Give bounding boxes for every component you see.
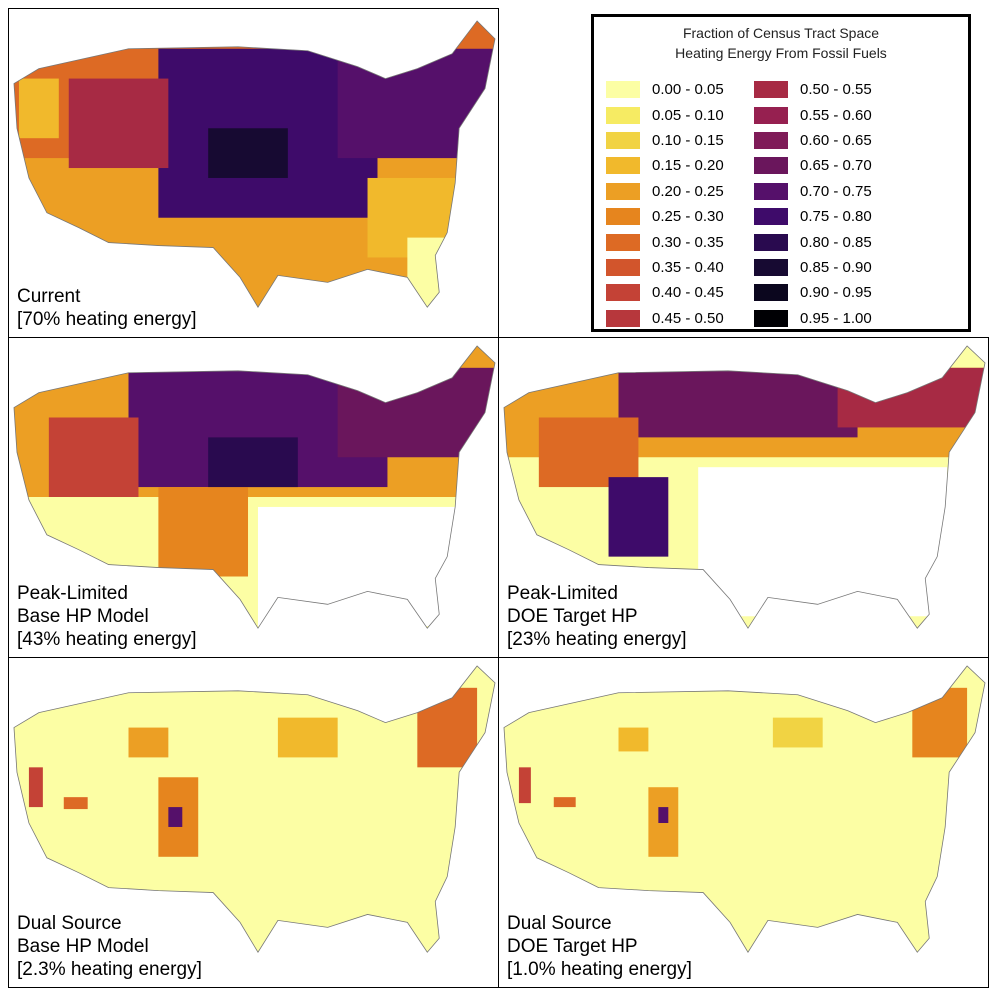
legend-item: 0.20 - 0.25: [606, 179, 724, 204]
caption-line-3: [43% heating energy]: [17, 629, 197, 650]
legend-label: 0.40 - 0.45: [652, 284, 724, 302]
legend-label: 0.95 - 1.00: [800, 309, 872, 327]
legend-label: 0.65 - 0.70: [800, 157, 872, 175]
caption-line-1: Current: [17, 286, 81, 307]
caption-line-2: Base HP Model: [17, 936, 149, 957]
caption-line-2: DOE Target HP: [507, 606, 638, 627]
map-panel-dual-source-base: Dual Source Base HP Model [2.3% heating …: [8, 657, 499, 988]
legend-swatch: [754, 284, 788, 302]
legend-title-line-1: Fraction of Census Tract Space: [682, 25, 880, 41]
caption-line-3: [23% heating energy]: [507, 629, 687, 650]
us-map-peak-limited-base: [13, 345, 496, 629]
caption-line-1: Dual Source: [17, 913, 122, 934]
legend-label: 0.10 - 0.15: [652, 131, 724, 149]
legend-item: 0.45 - 0.50: [606, 306, 724, 331]
legend-swatch: [606, 81, 640, 99]
legend-swatch: [606, 208, 640, 226]
legend-item: 0.00 - 0.05: [606, 77, 724, 102]
legend-item: 0.50 - 0.55: [754, 77, 872, 102]
legend-item: 0.55 - 0.60: [754, 102, 872, 127]
panel-caption-peak-limited-doe: Peak-Limited DOE Target HP [23% heating …: [507, 582, 687, 651]
legend-item: 0.40 - 0.45: [606, 280, 724, 305]
us-map-dual-source-base: [13, 665, 496, 953]
map-panel-dual-source-doe: Dual Source DOE Target HP [1.0% heating …: [498, 657, 989, 988]
caption-line-2: Base HP Model: [17, 606, 149, 627]
legend-swatch: [606, 309, 640, 327]
legend-item: 0.75 - 0.80: [754, 204, 872, 229]
caption-line-2: DOE Target HP: [507, 936, 638, 957]
legend-swatch: [754, 233, 788, 251]
map-panel-current: Current [70% heating energy]: [8, 8, 499, 338]
legend-label: 0.15 - 0.20: [652, 157, 724, 175]
caption-line-1: Peak-Limited: [17, 583, 128, 604]
legend-swatch: [754, 106, 788, 124]
legend-swatch: [606, 284, 640, 302]
legend-column-2: 0.50 - 0.55 0.55 - 0.60 0.60 - 0.65 0.65 - …: [754, 77, 872, 331]
panel-caption-peak-limited-base: Peak-Limited Base HP Model [43% heating …: [17, 582, 197, 651]
legend-label: 0.35 - 0.40: [652, 258, 724, 276]
legend-swatch: [754, 208, 788, 226]
legend-title: Fraction of Census Tract Space Heating E…: [594, 23, 968, 63]
legend-label: 0.80 - 0.85: [800, 233, 872, 251]
legend-label: 0.85 - 0.90: [800, 258, 872, 276]
legend-item: 0.35 - 0.40: [606, 255, 724, 280]
legend-label: 0.20 - 0.25: [652, 182, 724, 200]
legend-swatch: [606, 106, 640, 124]
legend-item: 0.25 - 0.30: [606, 204, 724, 229]
legend-item: 0.60 - 0.65: [754, 128, 872, 153]
legend-title-line-2: Heating Energy From Fossil Fuels: [675, 45, 887, 61]
us-map-peak-limited-doe: [503, 345, 986, 629]
legend-item: 0.65 - 0.70: [754, 153, 872, 178]
legend-item: 0.80 - 0.85: [754, 229, 872, 254]
legend-item: 0.30 - 0.35: [606, 229, 724, 254]
legend-item: 0.05 - 0.10: [606, 102, 724, 127]
legend-swatch: [754, 131, 788, 149]
caption-line-1: Peak-Limited: [507, 583, 618, 604]
legend-swatch: [754, 309, 788, 327]
caption-line-2: [70% heating energy]: [17, 309, 197, 330]
legend-label: 0.90 - 0.95: [800, 284, 872, 302]
legend-swatch: [606, 233, 640, 251]
legend-item: 0.90 - 0.95: [754, 280, 872, 305]
legend-label: 0.05 - 0.10: [652, 106, 724, 124]
legend-swatch: [606, 131, 640, 149]
legend-swatch: [754, 157, 788, 175]
legend-item: 0.10 - 0.15: [606, 128, 724, 153]
legend-swatch: [606, 258, 640, 276]
legend-swatch: [754, 81, 788, 99]
legend-column-1: 0.00 - 0.05 0.05 - 0.10 0.10 - 0.15 0.15 - …: [606, 77, 724, 331]
legend-label: 0.75 - 0.80: [800, 208, 872, 226]
map-panel-peak-limited-doe: Peak-Limited DOE Target HP [23% heating …: [498, 337, 989, 658]
legend-label: 0.25 - 0.30: [652, 208, 724, 226]
legend-item: 0.70 - 0.75: [754, 179, 872, 204]
legend-item: 0.15 - 0.20: [606, 153, 724, 178]
caption-line-3: [1.0% heating energy]: [507, 959, 692, 980]
caption-line-1: Dual Source: [507, 913, 612, 934]
legend-swatch: [606, 182, 640, 200]
caption-line-3: [2.3% heating energy]: [17, 959, 202, 980]
legend-label: 0.60 - 0.65: [800, 131, 872, 149]
legend-item: 0.95 - 1.00: [754, 306, 872, 331]
legend-label: 0.55 - 0.60: [800, 106, 872, 124]
legend-label: 0.45 - 0.50: [652, 309, 724, 327]
legend-label: 0.00 - 0.05: [652, 81, 724, 99]
legend-swatch: [754, 182, 788, 200]
legend-label: 0.50 - 0.55: [800, 81, 872, 99]
legend-item: 0.85 - 0.90: [754, 255, 872, 280]
us-map-current: [13, 20, 496, 308]
us-map-dual-source-doe: [503, 665, 986, 953]
map-panel-peak-limited-base: Peak-Limited Base HP Model [43% heating …: [8, 337, 499, 658]
panel-caption-dual-source-doe: Dual Source DOE Target HP [1.0% heating …: [507, 912, 692, 981]
panel-caption-dual-source-base: Dual Source Base HP Model [2.3% heating …: [17, 912, 202, 981]
color-legend: Fraction of Census Tract Space Heating E…: [591, 14, 971, 332]
legend-label: 0.70 - 0.75: [800, 182, 872, 200]
legend-label: 0.30 - 0.35: [652, 233, 724, 251]
panel-caption-current: Current [70% heating energy]: [17, 285, 197, 331]
legend-swatch: [606, 157, 640, 175]
legend-swatch: [754, 258, 788, 276]
